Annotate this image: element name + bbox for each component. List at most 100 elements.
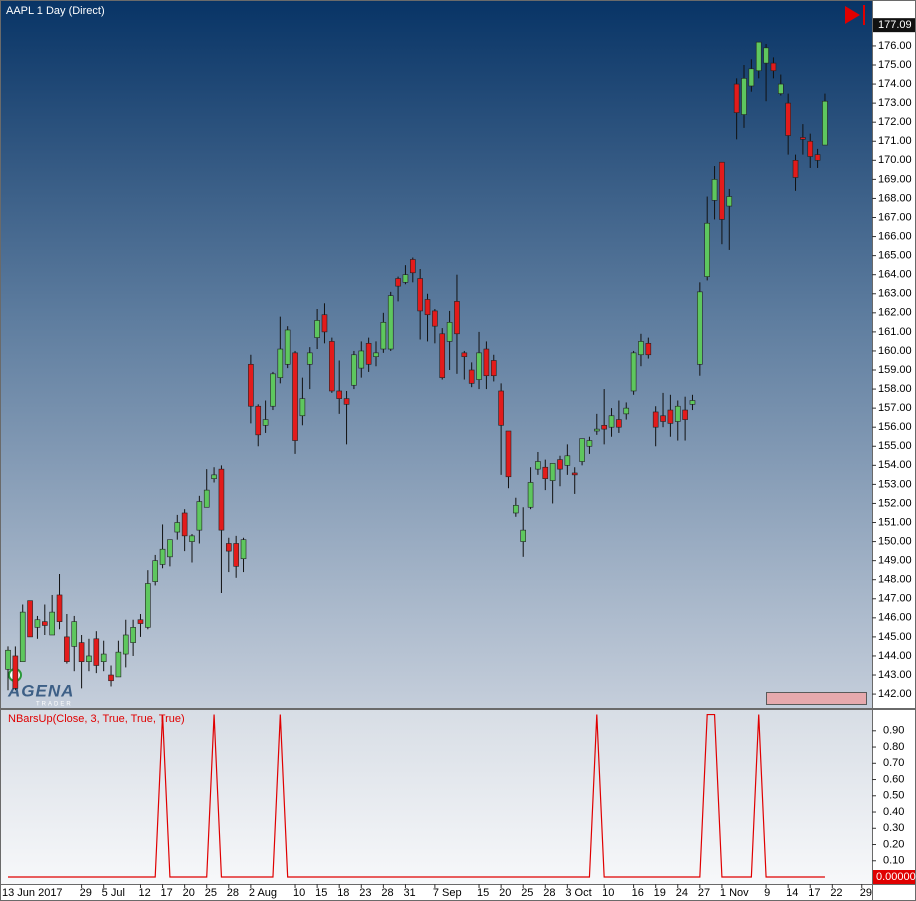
candle-body bbox=[41, 621, 48, 626]
y-tick-label: 145.00 bbox=[878, 631, 912, 643]
scrollbar-box[interactable] bbox=[766, 692, 867, 705]
x-tick-label: 18 bbox=[337, 887, 349, 899]
candle-body bbox=[373, 352, 379, 357]
candle-body bbox=[56, 594, 63, 622]
x-tick-label: 29 bbox=[80, 887, 92, 899]
scroll-arrow[interactable] bbox=[845, 6, 860, 24]
candle-body bbox=[549, 463, 556, 481]
candle-body bbox=[211, 474, 217, 479]
y-tick-label: 167.00 bbox=[878, 211, 912, 223]
y-tick-label: 166.00 bbox=[878, 230, 912, 242]
y-tick-label: 151.00 bbox=[878, 516, 912, 528]
x-tick-label: 28 bbox=[381, 887, 393, 899]
candle-body bbox=[196, 501, 203, 531]
candle-body bbox=[586, 440, 593, 447]
x-tick-label: 28 bbox=[543, 887, 555, 899]
candle-body bbox=[476, 352, 482, 380]
y-tick-label: 152.00 bbox=[878, 497, 912, 509]
candle-body bbox=[446, 322, 453, 342]
candle-body bbox=[115, 651, 122, 678]
x-tick-label: 24 bbox=[676, 887, 688, 899]
scroll-end-bar[interactable] bbox=[863, 5, 865, 25]
candle-body bbox=[189, 535, 195, 542]
candle-body bbox=[152, 560, 158, 582]
candle-body bbox=[601, 424, 607, 430]
candle-body bbox=[27, 600, 33, 638]
candle-body bbox=[564, 455, 571, 466]
y-tick-label: 171.00 bbox=[878, 135, 912, 147]
candle-body bbox=[233, 543, 239, 567]
x-tick-label: 7 Sep bbox=[433, 887, 462, 899]
candle-body bbox=[777, 83, 784, 94]
y-tick-label: 161.00 bbox=[878, 326, 912, 338]
candle-body bbox=[726, 196, 733, 207]
candle-body bbox=[741, 78, 747, 115]
x-tick-label: 10 bbox=[602, 887, 614, 899]
indicator-line bbox=[8, 713, 825, 878]
x-tick-label: 1 Nov bbox=[720, 887, 749, 899]
x-tick-label: 20 bbox=[183, 887, 195, 899]
candle-body bbox=[652, 411, 659, 428]
chart-title: AAPL 1 Day (Direct) bbox=[6, 5, 105, 17]
y-tick-label: 0.90 bbox=[883, 725, 904, 737]
candle-body bbox=[321, 314, 328, 333]
candle-body bbox=[439, 333, 446, 378]
candle-body bbox=[248, 363, 254, 407]
x-tick-label: 17 bbox=[808, 887, 820, 899]
candle-body bbox=[284, 329, 291, 365]
y-tick-label: 162.00 bbox=[878, 307, 912, 319]
y-tick-label: 158.00 bbox=[878, 383, 912, 395]
candle-body bbox=[365, 343, 372, 365]
candle-body bbox=[395, 278, 401, 287]
candle-body bbox=[255, 405, 262, 436]
x-tick-label: 17 bbox=[161, 887, 173, 899]
candle-body bbox=[513, 505, 519, 514]
candle-body bbox=[226, 543, 232, 552]
candle-body bbox=[645, 343, 652, 356]
candle-body bbox=[64, 636, 70, 662]
y-tick-label: 156.00 bbox=[878, 421, 912, 433]
x-tick-label: 31 bbox=[403, 887, 415, 899]
y-tick-label: 174.00 bbox=[878, 78, 912, 90]
x-tick-label: 25 bbox=[205, 887, 217, 899]
candle-body bbox=[277, 348, 284, 378]
candle-body bbox=[579, 438, 585, 462]
candle-body bbox=[822, 100, 828, 146]
y-tick-label: 159.00 bbox=[878, 364, 912, 376]
candle-body bbox=[520, 529, 527, 542]
candle-body bbox=[719, 161, 725, 220]
y-tick-label: 170.00 bbox=[878, 154, 912, 166]
y-tick-label: 149.00 bbox=[878, 555, 912, 567]
y-tick-label: 0.30 bbox=[883, 822, 904, 834]
x-tick-label: 10 bbox=[293, 887, 305, 899]
y-tick-label: 175.00 bbox=[878, 59, 912, 71]
candle-body bbox=[682, 409, 688, 420]
candle-body bbox=[483, 348, 490, 377]
x-tick-label: 13 Jun 2017 bbox=[2, 887, 63, 899]
y-tick-label: 147.00 bbox=[878, 593, 912, 605]
candle-body bbox=[5, 649, 11, 670]
y-tick-label: 148.00 bbox=[878, 574, 912, 586]
y-tick-label: 157.00 bbox=[878, 402, 912, 414]
candle-body bbox=[108, 674, 114, 682]
candle-body bbox=[380, 322, 387, 350]
candle-body bbox=[733, 83, 740, 113]
candle-body bbox=[748, 68, 755, 87]
candle-body bbox=[763, 47, 769, 64]
candle-body bbox=[674, 405, 681, 422]
x-tick-label: 19 bbox=[654, 887, 666, 899]
last-value-label: 0.00000 bbox=[876, 871, 916, 883]
logo-subtext: TRADER bbox=[36, 702, 73, 708]
y-tick-label: 0.50 bbox=[883, 790, 904, 802]
candle-body bbox=[557, 459, 563, 470]
candle-body bbox=[351, 354, 357, 386]
last-price-box bbox=[873, 18, 915, 33]
x-tick-label: 15 bbox=[315, 887, 327, 899]
candle-body bbox=[711, 179, 718, 201]
candle-body bbox=[122, 634, 129, 655]
candle-body bbox=[174, 522, 181, 533]
y-tick-label: 0.60 bbox=[883, 773, 904, 785]
candle-body bbox=[792, 160, 799, 178]
candle-body bbox=[814, 154, 821, 161]
